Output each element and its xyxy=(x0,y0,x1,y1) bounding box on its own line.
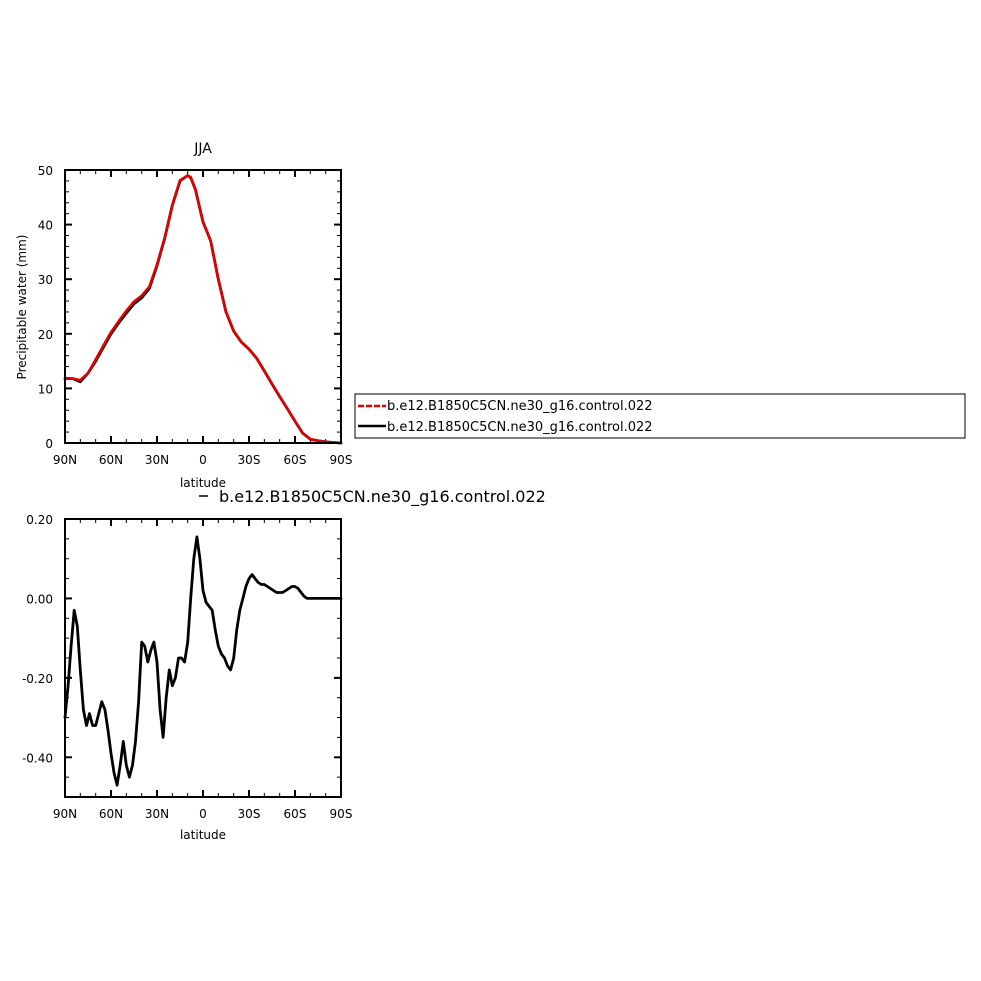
legend: b.e12.B1850C5CN.ne30_g16.control.022 b.e… xyxy=(354,393,966,439)
x-tick-label: 60N xyxy=(99,453,123,467)
y-tick-label: 0 xyxy=(45,437,53,451)
y-tick-label: 50 xyxy=(38,164,53,178)
plot-frame xyxy=(64,518,342,798)
x-tick-label: 60S xyxy=(284,453,307,467)
y-tick-label: 40 xyxy=(38,219,53,233)
y-tick-label: 30 xyxy=(38,273,53,287)
x-tick-label: 90S xyxy=(330,453,353,467)
legend-frame xyxy=(354,393,966,439)
x-tick-label: 30N xyxy=(145,453,169,467)
x-tick-label: 30N xyxy=(145,807,169,821)
x-tick-label: 60S xyxy=(284,807,307,821)
x-tick-label: 30S xyxy=(238,453,261,467)
y-tick-label: -0.20 xyxy=(22,672,53,686)
x-axis-label: latitude xyxy=(180,476,226,490)
y-axis-label: Precipitable water (mm) xyxy=(15,235,29,380)
precip-water-panel: JJA Precipitable water (mm) latitude 90N… xyxy=(15,141,352,490)
legend-label-red: b.e12.B1850C5CN.ne30_g16.control.022 xyxy=(387,399,653,414)
y-tick-label: 20 xyxy=(38,328,53,342)
series-line-red xyxy=(63,174,343,445)
legend-label-black: b.e12.B1850C5CN.ne30_g16.control.022 xyxy=(387,420,653,435)
x-axis-label: latitude xyxy=(180,828,226,842)
x-tick-label: 90N xyxy=(53,807,77,821)
series-line-black xyxy=(63,535,343,787)
x-tick-label: 0 xyxy=(199,807,207,821)
x-tick-label: 90S xyxy=(330,807,353,821)
x-tick-label: 60N xyxy=(99,807,123,821)
y-tick-label: 10 xyxy=(38,382,53,396)
series-line-black xyxy=(63,174,343,445)
difference-panel: b.e12.B1850C5CN.ne30_g16.control.022 lat… xyxy=(22,487,546,842)
y-tick-label: -0.40 xyxy=(22,751,53,765)
y-tick-label: 0.20 xyxy=(26,513,53,527)
chart-title: JJA xyxy=(193,141,212,157)
y-tick-label: 0.00 xyxy=(26,592,53,606)
legend-label-diff: b.e12.B1850C5CN.ne30_g16.control.022 xyxy=(219,487,546,507)
x-tick-label: 30S xyxy=(238,807,261,821)
plot-frame xyxy=(64,169,342,444)
x-tick-label: 0 xyxy=(199,453,207,467)
x-tick-label: 90N xyxy=(53,453,77,467)
